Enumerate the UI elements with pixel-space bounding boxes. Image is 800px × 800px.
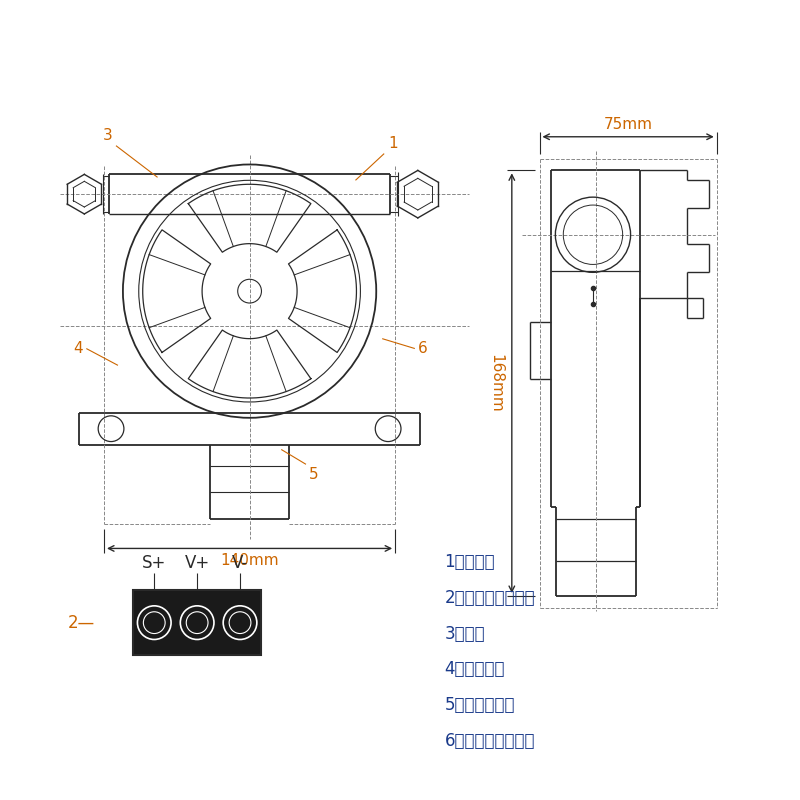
Text: 75mm: 75mm xyxy=(603,118,653,132)
Text: 140mm: 140mm xyxy=(220,553,279,568)
Circle shape xyxy=(180,606,214,639)
Text: 5: 5 xyxy=(309,467,318,482)
Text: 1: 1 xyxy=(388,136,398,150)
Text: 4、安装支架: 4、安装支架 xyxy=(445,660,505,678)
Text: 5、气敏传感器: 5、气敏传感器 xyxy=(445,696,515,714)
Text: 1、入线孔: 1、入线孔 xyxy=(445,554,495,571)
Text: 3、堵头: 3、堵头 xyxy=(445,625,485,642)
Text: V+: V+ xyxy=(185,554,210,572)
Circle shape xyxy=(223,606,257,639)
Text: S+: S+ xyxy=(142,554,166,572)
Text: 3: 3 xyxy=(103,128,113,142)
Text: 6、传感器接线端子: 6、传感器接线端子 xyxy=(445,731,535,750)
Text: 2、变送器接线端子: 2、变送器接线端子 xyxy=(445,589,535,607)
Circle shape xyxy=(138,606,171,639)
Text: V-: V- xyxy=(232,554,248,572)
Bar xyxy=(133,590,262,655)
Text: 4: 4 xyxy=(74,341,83,356)
Text: 168mm: 168mm xyxy=(489,354,503,413)
Text: 6: 6 xyxy=(418,341,427,356)
Text: 2—: 2— xyxy=(68,614,95,632)
